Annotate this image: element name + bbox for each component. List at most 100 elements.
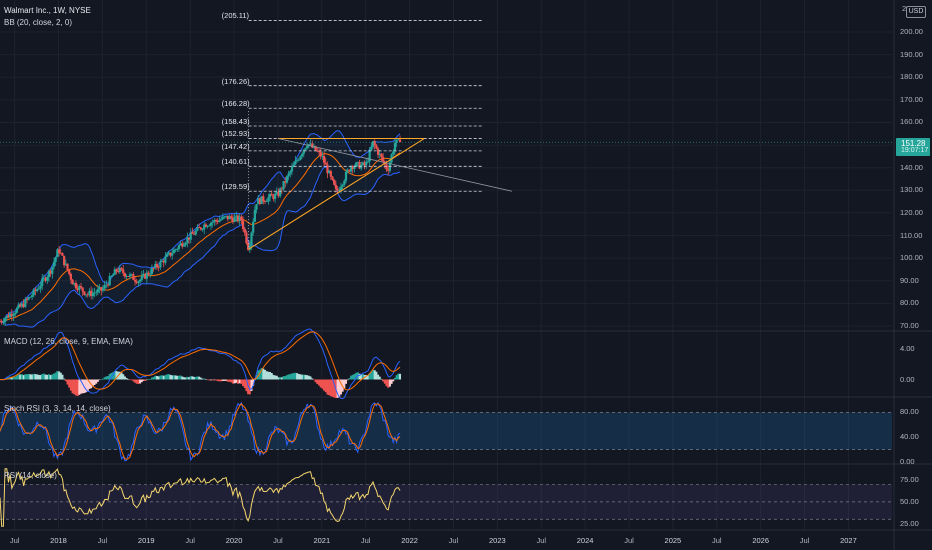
candle-body xyxy=(295,160,299,162)
currency-badge[interactable]: USD xyxy=(906,6,926,18)
macd-histogram-bar xyxy=(39,375,42,380)
macd-histogram-bar xyxy=(127,379,130,380)
candle-body xyxy=(19,304,22,307)
candle-body xyxy=(167,252,170,255)
macd-histogram-bar xyxy=(167,374,170,380)
symbol-title[interactable]: Walmart Inc., 1W, NYSE xyxy=(4,6,91,15)
macd-histogram-bar xyxy=(365,375,368,380)
macd-histogram-bar xyxy=(348,378,351,380)
time-tick: Jul xyxy=(536,536,547,545)
macd-histogram-bar xyxy=(162,375,165,380)
macd-histogram-bar xyxy=(68,379,71,388)
candle-body xyxy=(22,303,25,307)
candle-body xyxy=(47,270,51,278)
candle-body xyxy=(370,146,373,151)
candle-body xyxy=(226,215,229,220)
time-tick: 2024 xyxy=(576,536,594,545)
macd-histogram-bar xyxy=(100,379,103,381)
candle-body xyxy=(324,162,327,165)
fib-level-label: (205.11) xyxy=(221,11,250,21)
rsi-legend[interactable]: RSI (14, close) xyxy=(4,471,57,480)
candle-body xyxy=(284,181,287,183)
candle-body xyxy=(137,281,140,284)
candle-body xyxy=(339,186,343,191)
candle-body xyxy=(208,225,211,227)
macd-histogram-bar xyxy=(285,375,288,380)
macd-histogram-bar xyxy=(147,379,150,381)
stoch-rsi-pane xyxy=(0,401,892,462)
macd-histogram-bar xyxy=(258,369,261,380)
candle-body xyxy=(230,216,233,219)
macd-histogram-bar xyxy=(189,376,192,380)
macd-histogram-bar xyxy=(316,379,319,385)
macd-histogram-bar xyxy=(382,379,385,382)
macd-histogram-bar xyxy=(181,376,184,380)
macd-histogram-bar xyxy=(98,379,101,381)
macd-legend[interactable]: MACD (12, 26, close, 9, EMA, EMA) xyxy=(4,337,133,346)
candle-body xyxy=(225,215,228,217)
candle-body xyxy=(41,278,44,286)
price-tick: 130.00 xyxy=(900,185,923,195)
candle-body xyxy=(42,277,45,279)
candle-body xyxy=(5,315,8,319)
candle-body xyxy=(176,248,179,250)
candle-body xyxy=(155,263,159,268)
macd-histogram-bar xyxy=(150,377,153,380)
candle-body xyxy=(368,150,371,162)
macd-histogram-bar xyxy=(395,375,398,380)
candle-body xyxy=(68,270,71,274)
macd-histogram-bar xyxy=(220,379,223,382)
fib-level-label: (158.43) xyxy=(221,117,250,126)
candle-body xyxy=(314,146,317,151)
macd-histogram-bar xyxy=(203,378,206,380)
macd-histogram-bar xyxy=(204,379,207,380)
candle-body xyxy=(378,153,381,155)
price-tick: 90.00 xyxy=(900,275,919,285)
macd-histogram-bar xyxy=(230,379,233,383)
candle-body xyxy=(105,284,108,286)
macd-histogram-bar xyxy=(245,379,248,392)
macd-histogram-bar xyxy=(304,374,307,380)
candle-body xyxy=(149,273,152,275)
macd-histogram-bar xyxy=(240,379,243,384)
candle-body xyxy=(147,272,150,275)
price-tick: 100.00 xyxy=(900,253,923,263)
candle-body xyxy=(365,161,368,166)
candle-body xyxy=(263,201,267,203)
candle-body xyxy=(111,274,115,277)
bb-legend[interactable]: BB (20, close, 2, 0) xyxy=(4,18,73,27)
candle-body xyxy=(101,288,105,291)
candle-body xyxy=(88,290,91,295)
macd-histogram-bar xyxy=(96,379,99,382)
candle-body xyxy=(346,169,349,172)
stoch-legend[interactable]: Stoch RSI (3, 3, 14, 14, close) xyxy=(4,404,111,413)
candle-body xyxy=(243,228,246,233)
candle-body xyxy=(117,271,120,272)
candle-body xyxy=(247,243,250,250)
macd-histogram-bar xyxy=(262,368,265,380)
candle-body xyxy=(363,162,366,166)
macd-histogram-bar xyxy=(307,375,310,380)
candle-body xyxy=(24,299,27,307)
macd-histogram-bar xyxy=(297,373,300,380)
macd-histogram-bar xyxy=(85,379,88,393)
macd-histogram-bar xyxy=(112,372,115,380)
macd-histogram-bar xyxy=(339,379,342,395)
macd-histogram-bar xyxy=(287,374,290,380)
candle-body xyxy=(138,279,142,282)
macd-histogram-bar xyxy=(378,376,381,380)
macd-histogram-bar xyxy=(302,374,305,380)
candle-body xyxy=(392,151,395,155)
candle-body xyxy=(257,198,260,205)
candle-body xyxy=(290,166,294,172)
macd-histogram-bar xyxy=(47,374,50,380)
candle-body xyxy=(194,230,197,235)
candle-body xyxy=(265,201,268,203)
macd-histogram-bar xyxy=(270,372,273,380)
macd-histogram-bar xyxy=(263,369,266,380)
candle-body xyxy=(241,220,245,229)
candle-body xyxy=(258,198,262,204)
candle-body xyxy=(209,222,213,226)
candle-body xyxy=(274,193,277,199)
